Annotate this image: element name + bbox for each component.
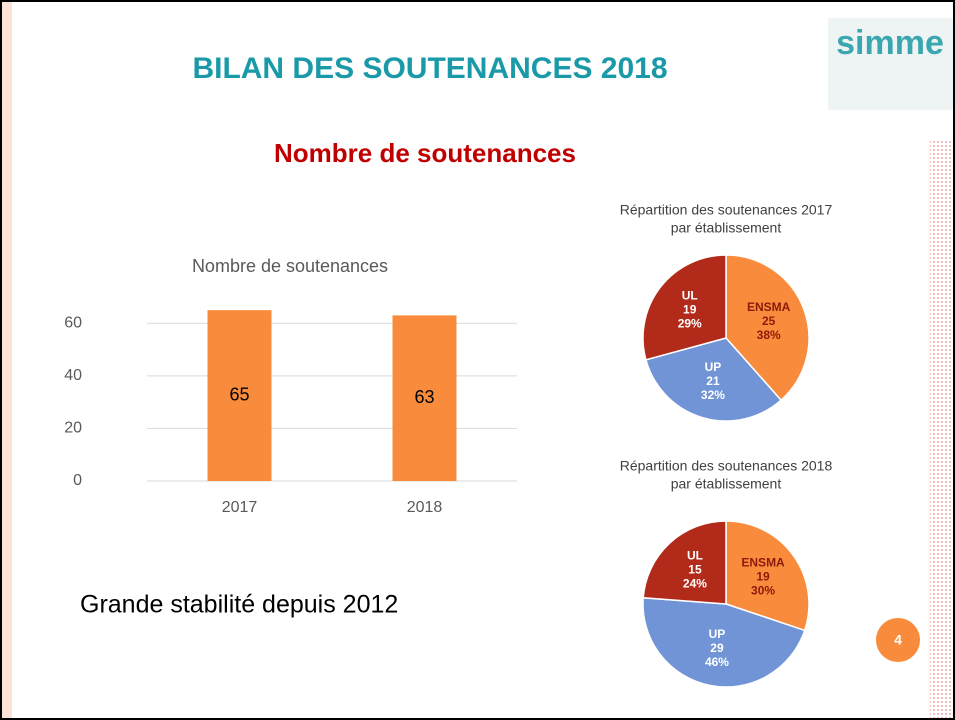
pie-slice	[725, 520, 810, 632]
slice-label: 19	[683, 302, 697, 316]
chart-title: Répartition des soutenances 2017	[620, 202, 833, 218]
chart-title: Répartition des soutenances 2018	[620, 458, 833, 474]
logo-box	[828, 18, 953, 110]
chart-title: par établissement	[671, 476, 782, 492]
y-tick-label: 20	[64, 420, 82, 437]
slide-title: BILAN DES SOUTENANCES 2018	[192, 52, 667, 85]
slice-label: 25	[762, 314, 776, 328]
right-border	[930, 140, 952, 718]
x-tick-label: 2017	[222, 499, 258, 516]
slice-label: 19	[756, 570, 770, 584]
chart-title: Nombre de soutenances	[192, 256, 388, 276]
slice-label: 38%	[757, 328, 781, 342]
bar	[207, 310, 272, 481]
data-label: 65	[229, 384, 249, 404]
slide-subtitle: Nombre de soutenances	[274, 138, 576, 168]
slice-label: 21	[706, 374, 720, 388]
slice-label: UL	[682, 288, 698, 302]
slice-label: UP	[705, 360, 722, 374]
bar	[392, 315, 457, 481]
chart-title: par établissement	[671, 220, 782, 236]
slice-label: 24%	[683, 577, 707, 591]
pie-slice	[644, 337, 783, 422]
left-stripe	[2, 2, 12, 718]
page-badge	[876, 618, 920, 662]
logo: simme	[828, 18, 953, 110]
slice-label: ENSMA	[747, 300, 791, 314]
page-number: 4	[894, 632, 902, 648]
slice-label: ENSMA	[741, 556, 785, 570]
slice-label: 30%	[751, 584, 775, 598]
data-label: 63	[414, 387, 434, 407]
slice-label: 15	[688, 563, 702, 577]
logo-text: simme	[836, 24, 944, 62]
slice-label: UL	[687, 549, 703, 563]
slice-label: 29	[710, 641, 724, 655]
slice-label: 46%	[705, 655, 729, 669]
slice-label: UP	[709, 627, 726, 641]
pie-slice	[642, 520, 727, 605]
pie-slice	[642, 596, 806, 688]
x-tick-label: 2018	[407, 499, 443, 516]
pie-slice	[642, 254, 727, 361]
y-tick-label: 60	[64, 315, 82, 332]
slice-label: 29%	[678, 316, 702, 330]
slice-label: 32%	[701, 388, 725, 402]
pie-slice	[725, 254, 810, 402]
y-tick-label: 40	[64, 367, 82, 384]
note: Grande stabilité depuis 2012	[80, 591, 398, 619]
y-tick-label: 0	[73, 472, 82, 489]
